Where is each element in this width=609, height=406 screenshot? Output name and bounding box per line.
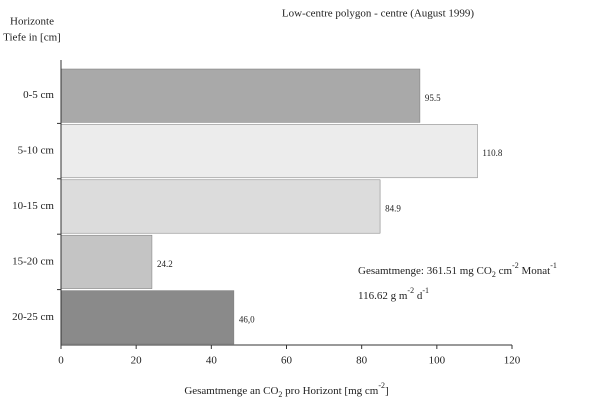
y-tick-label: 0-5 cm <box>23 89 54 101</box>
annotation-part: Monat <box>519 265 550 277</box>
annotation-part: d <box>414 290 423 302</box>
annotation-part: Gesamtmenge: 361.51 mg CO <box>358 265 492 277</box>
x-axis-label-part: -2 <box>378 381 385 390</box>
bar <box>60 234 153 289</box>
annotation-part: 2 <box>492 270 496 279</box>
annotation-part: 116.62 g m <box>358 290 408 302</box>
y-axis-label: Tiefe in [cm] <box>3 32 61 44</box>
annotation-part: -2 <box>512 261 519 270</box>
x-axis-label-part: Gesamtmenge an CO <box>184 385 278 397</box>
x-tick-label: 60 <box>281 355 293 367</box>
value-label: 46,0 <box>239 314 255 324</box>
annotation-part: cm <box>496 265 513 277</box>
x-tick-label: 20 <box>131 355 143 367</box>
y-tick-label: 15-20 cm <box>12 255 54 267</box>
x-tick-label: 80 <box>356 355 368 367</box>
y-tick-label: 10-15 cm <box>12 200 54 212</box>
bar <box>60 124 478 179</box>
annotation: Gesamtmenge: 361.51 mg CO2 cm-2 Monat-1 <box>358 261 557 279</box>
y-tick-label: 20-25 cm <box>12 311 54 323</box>
annotation-part: -1 <box>550 261 557 270</box>
x-tick-label: 40 <box>206 355 218 367</box>
value-label: 95.5 <box>425 93 441 103</box>
value-label: 84.9 <box>385 204 401 214</box>
value-label: 110.8 <box>482 148 502 158</box>
x-tick-label: 0 <box>58 355 64 367</box>
bar <box>60 290 235 345</box>
annotation-part: -2 <box>407 286 414 295</box>
bar <box>60 68 421 123</box>
bar <box>60 179 381 234</box>
x-axis-label: Gesamtmenge an CO2 pro Horizont [mg cm-2… <box>184 381 388 399</box>
x-tick-label: 100 <box>429 355 446 367</box>
annotation-part: -1 <box>422 286 429 295</box>
x-axis-label-part: pro Horizont [mg cm <box>282 385 378 397</box>
x-tick-label: 120 <box>504 355 521 367</box>
x-axis-label-part: 2 <box>278 390 282 399</box>
x-axis-label-part: ] <box>385 385 389 397</box>
value-label: 24.2 <box>157 259 173 269</box>
annotation: 116.62 g m-2 d-1 <box>358 286 429 301</box>
y-tick-label: 5-10 cm <box>18 145 55 157</box>
chart-title: Low-centre polygon - centre (August 1999… <box>282 8 474 20</box>
y-axis-label: Horizonte <box>10 16 54 28</box>
